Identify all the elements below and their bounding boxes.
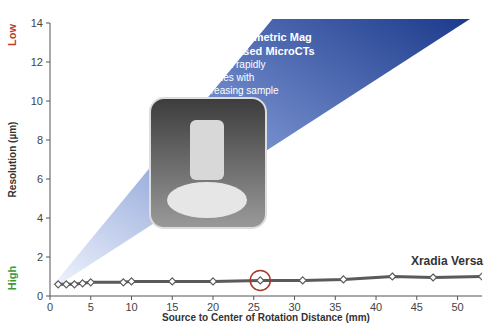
photo-detail xyxy=(167,182,247,218)
x-tick-label: 10 xyxy=(125,301,137,313)
photo-detail xyxy=(190,120,224,180)
y-tick xyxy=(46,296,50,297)
y-tick-label: 10 xyxy=(31,95,43,107)
x-tick-label: 45 xyxy=(411,301,423,313)
y-tick-label: 12 xyxy=(31,56,43,68)
y-tick-label: 6 xyxy=(37,173,43,185)
y-tick xyxy=(46,140,50,141)
chart: Geometric Mag Based MicroCTs Resolution ra… xyxy=(0,0,485,327)
series-marker xyxy=(210,278,217,285)
y-tick-label: 14 xyxy=(31,17,43,29)
series-labels: Xradia Versa xyxy=(250,254,483,291)
x-axis-title: Source to Center of Rotation Distance (m… xyxy=(162,312,370,323)
x-tick xyxy=(90,296,91,300)
y-tick-label: 4 xyxy=(37,212,43,224)
series-marker xyxy=(340,276,347,283)
series-marker xyxy=(63,281,70,288)
series-marker xyxy=(120,279,127,286)
annotation-line: degrades with xyxy=(192,72,254,83)
series-marker xyxy=(87,279,94,286)
x-tick xyxy=(457,296,458,300)
x-tick-label: 50 xyxy=(451,301,463,313)
series-marker xyxy=(430,274,437,281)
series-marker xyxy=(169,278,176,285)
series-marker xyxy=(55,281,62,288)
x-tick-label: 0 xyxy=(47,301,53,313)
x-tick xyxy=(416,296,417,300)
x-tick xyxy=(335,296,336,300)
x-tick xyxy=(213,296,214,300)
y-tick xyxy=(46,179,50,180)
photo xyxy=(150,98,266,228)
series-marker xyxy=(79,280,86,287)
series-marker xyxy=(128,278,135,285)
x-tick xyxy=(50,296,51,300)
y-tick-label: 0 xyxy=(37,290,43,302)
high-label: High xyxy=(6,266,18,291)
series-label: Xradia Versa xyxy=(411,254,483,268)
series-marker xyxy=(257,277,264,284)
highlight-circle xyxy=(250,270,270,290)
x-tick xyxy=(253,296,254,300)
y-tick xyxy=(46,101,50,102)
annotation-line: Resolution rapidly xyxy=(186,59,266,70)
wedge xyxy=(54,19,470,284)
series-marker xyxy=(479,273,483,280)
y-axis xyxy=(50,23,51,296)
annotation-line: Geometric Mag xyxy=(232,31,311,43)
x-tick-label: 5 xyxy=(88,301,94,313)
series-marker xyxy=(299,277,306,284)
x-tick xyxy=(172,296,173,300)
low-label: Low xyxy=(6,24,18,46)
x-tick xyxy=(376,296,377,300)
y-axis-title: Resolution (µm) xyxy=(7,122,18,198)
x-tick xyxy=(294,296,295,300)
annotation-line: Based MicroCTs xyxy=(229,45,314,57)
y-tick-label: 2 xyxy=(37,251,43,263)
annotation: Geometric Mag Based MicroCTs xyxy=(229,31,314,57)
series-marker xyxy=(71,281,78,288)
y-tick xyxy=(46,62,50,63)
y-tick xyxy=(46,257,50,258)
x-tick xyxy=(131,296,132,300)
y-tick-label: 8 xyxy=(37,134,43,146)
series-marker xyxy=(389,273,396,280)
x-tick-label: 40 xyxy=(370,301,382,313)
y-tick xyxy=(46,23,50,24)
y-tick xyxy=(46,218,50,219)
annotation-line: increasing sample xyxy=(198,85,279,96)
